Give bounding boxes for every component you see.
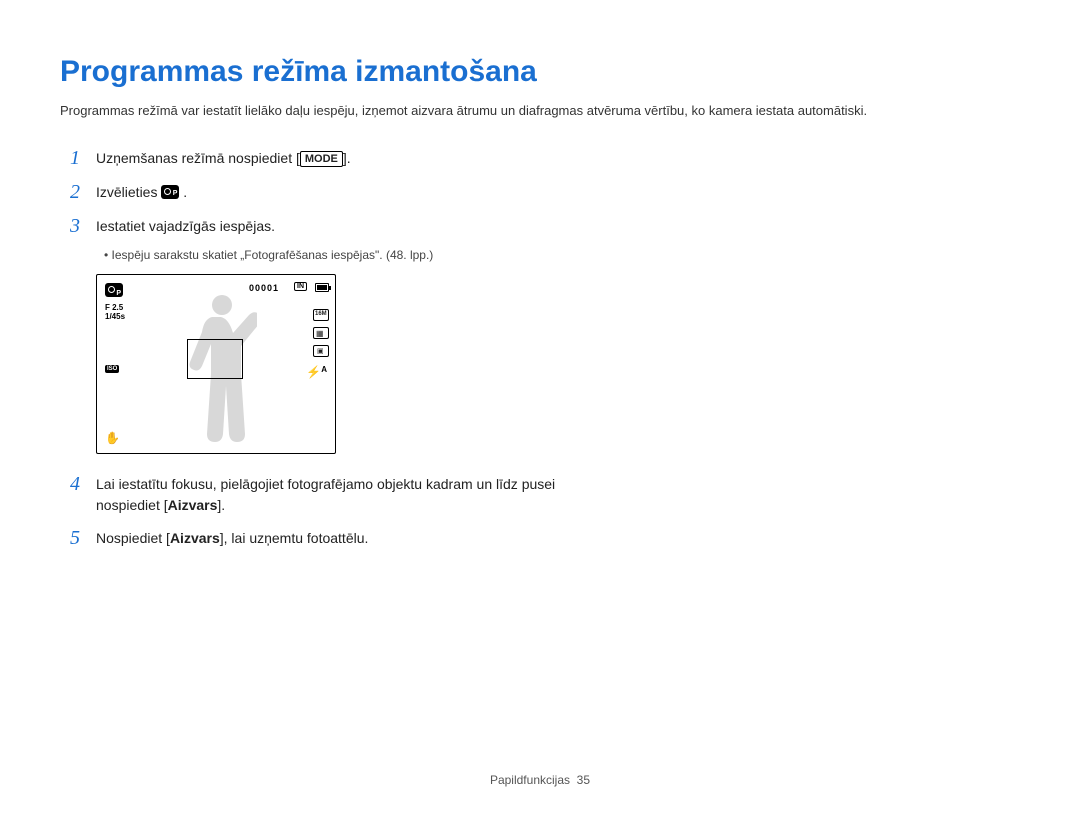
step-body: Nospiediet [Aizvars], lai uzņemtu fotoat… [96, 526, 368, 549]
focus-rectangle [187, 339, 243, 379]
step-2: 2 Izvēlieties . [70, 180, 620, 204]
step4-text-a: Lai iestatītu fokusu, pielāgojiet fotogr… [96, 476, 555, 513]
step-body: Izvēlieties . [96, 180, 187, 203]
metering-icon: ▣ [313, 345, 329, 357]
step3-bullet: Iespēju sarakstu skatiet „Fotografēšanas… [104, 248, 620, 262]
battery-icon [315, 283, 329, 292]
step-3: 3 Iestatiet vajadzīgās iespējas. [70, 214, 620, 238]
iso-badge: ISO [105, 365, 119, 373]
intro-text: Programmas režīmā var iestatīt lielāko d… [60, 103, 1020, 118]
step-number: 4 [70, 472, 96, 496]
page-footer: Papildfunkcijas 35 [0, 773, 1080, 787]
step-body: Uzņemšanas režīmā nospiediet [MODE]. [96, 146, 351, 169]
step2-text: Izvēlieties [96, 184, 161, 200]
step-4: 4 Lai iestatītu fokusu, pielāgojiet foto… [70, 472, 620, 516]
step1-text-after: ]. [343, 150, 351, 166]
footer-label: Papildfunkcijas [490, 773, 570, 787]
step5-text-b: ], lai uzņemtu fotoattēlu. [220, 530, 369, 546]
step4-text-b: ]. [217, 497, 225, 513]
step-number: 3 [70, 214, 96, 238]
shutter-bold: Aizvars [168, 497, 218, 513]
steps-list: 1 Uzņemšanas režīmā nospiediet [MODE]. 2… [60, 146, 620, 550]
aperture-value: F 2.5 [105, 303, 123, 312]
step2-text-after: . [183, 184, 187, 200]
step-number: 1 [70, 146, 96, 170]
quality-icon: ▦ [313, 327, 329, 339]
step-number: 2 [70, 180, 96, 204]
program-mode-icon [161, 185, 179, 199]
flash-icon: ⚡A [306, 365, 327, 379]
image-size-icon: 16M [313, 309, 329, 321]
shutter-bold: Aizvars [170, 530, 220, 546]
shot-counter: 00001 [249, 283, 279, 293]
camera-lcd-diagram: F 2.5 1/45s ISO ✋ 00001 IN 16M ▦ ▣ ⚡A [96, 274, 336, 454]
step-body: Iestatiet vajadzīgās iespējas. [96, 214, 275, 237]
program-mode-icon [105, 283, 123, 297]
shutter-value: 1/45s [105, 312, 125, 321]
step-body: Lai iestatītu fokusu, pielāgojiet fotogr… [96, 472, 620, 516]
footer-page: 35 [577, 773, 590, 787]
step-5: 5 Nospiediet [Aizvars], lai uzņemtu foto… [70, 526, 620, 550]
mode-button-label: MODE [300, 151, 343, 167]
memory-in-icon: IN [294, 282, 307, 291]
step-1: 1 Uzņemšanas režīmā nospiediet [MODE]. [70, 146, 620, 170]
step-number: 5 [70, 526, 96, 550]
step5-text-a: Nospiediet [ [96, 530, 170, 546]
step1-text-before: Uzņemšanas režīmā nospiediet [ [96, 150, 300, 166]
stabilization-icon: ✋ [105, 431, 120, 445]
page-title: Programmas režīma izmantošana [60, 55, 1020, 89]
